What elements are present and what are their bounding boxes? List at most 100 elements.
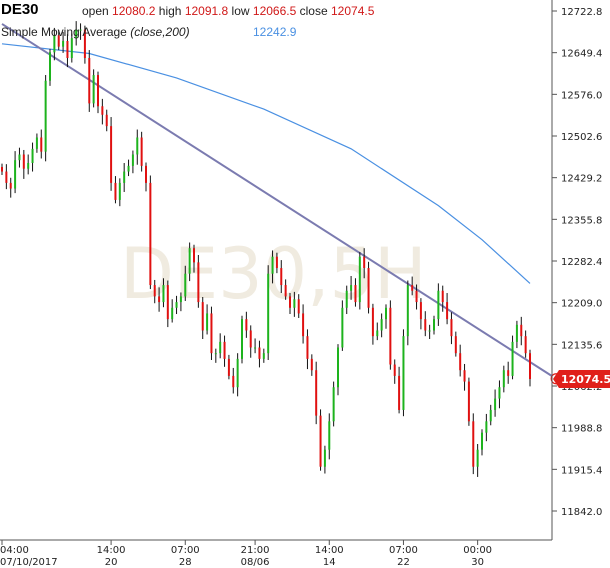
candle — [175, 295, 178, 315]
candle — [262, 348, 265, 363]
candle — [22, 149, 25, 179]
candle — [171, 299, 174, 323]
x-tick-time: 14:00 — [315, 545, 344, 556]
candle — [249, 325, 252, 358]
candle — [227, 354, 230, 380]
candle — [145, 162, 147, 192]
candle — [411, 276, 414, 296]
candle — [53, 27, 56, 61]
candle — [459, 344, 462, 377]
candle — [92, 69, 95, 108]
candle — [70, 33, 73, 63]
watermark: DE30,5H — [120, 233, 427, 315]
candle — [284, 279, 287, 300]
candle — [463, 363, 466, 391]
candle — [302, 304, 305, 344]
y-tick: 12649.4 — [552, 49, 602, 60]
candle — [446, 293, 449, 325]
candle — [524, 330, 527, 358]
y-tick-label: 12722.8 — [561, 7, 602, 18]
candle — [415, 284, 418, 310]
candle — [424, 311, 427, 337]
candle — [472, 413, 475, 475]
candle — [1, 163, 3, 175]
sma-readout: Simple Moving Average (close,200) — [1, 25, 190, 39]
open-value: 12080.2 — [112, 4, 156, 18]
candle — [214, 348, 217, 363]
y-tick-label: 12209.0 — [561, 299, 602, 310]
candle — [345, 285, 348, 315]
trend-line[interactable] — [1, 23, 557, 380]
candle — [197, 254, 200, 308]
candle — [44, 75, 47, 162]
candle — [223, 335, 226, 367]
candle — [511, 335, 514, 380]
y-tick: 12502.6 — [552, 132, 602, 143]
candle — [489, 404, 492, 426]
open-label: open — [82, 4, 109, 18]
close-label: close — [299, 4, 328, 18]
candle — [232, 367, 235, 394]
candle — [210, 306, 213, 361]
candle — [293, 291, 296, 317]
candle — [123, 163, 126, 192]
candle — [419, 298, 422, 330]
candle — [110, 117, 113, 191]
candle — [515, 320, 518, 349]
candle — [280, 260, 283, 294]
x-tick-time: 21:00 — [241, 545, 270, 556]
candle — [402, 329, 405, 417]
x-tick-date: 08/06 — [241, 557, 270, 568]
chart-header: DE30 — [1, 1, 39, 18]
x-tick-date: 14 — [323, 557, 336, 568]
candle — [393, 359, 396, 384]
candle — [433, 315, 435, 335]
candle — [236, 353, 239, 397]
candle — [507, 361, 510, 384]
high-value: 12091.8 — [184, 4, 229, 18]
y-tick: 11842.0 — [552, 507, 602, 518]
candle — [136, 129, 139, 165]
x-tick-date: 30 — [471, 557, 484, 568]
candle — [201, 296, 204, 339]
candle — [323, 445, 326, 474]
candle — [35, 133, 38, 153]
candle — [184, 265, 187, 301]
candle — [428, 324, 431, 339]
candle — [450, 312, 453, 345]
y-tick: 12282.4 — [552, 257, 602, 268]
y-tick: 12722.8 — [552, 7, 602, 18]
y-tick-label: 12429.2 — [561, 174, 602, 185]
candle — [376, 322, 379, 341]
candle — [406, 280, 409, 346]
candle — [66, 34, 69, 68]
candle — [179, 292, 182, 312]
y-tick-label: 11915.4 — [561, 465, 602, 476]
candle — [193, 244, 195, 273]
candle — [27, 154, 30, 175]
x-tick-time: 00:00 — [463, 545, 492, 556]
sma-params: (close,200) — [130, 25, 190, 39]
candle — [485, 413, 488, 442]
x-tick-time: 04:00 — [0, 545, 29, 556]
candle — [271, 250, 274, 284]
candle — [40, 129, 43, 159]
low-label: low — [231, 4, 250, 18]
candle — [31, 142, 34, 172]
candle — [153, 279, 156, 304]
candle — [166, 280, 169, 328]
candle — [437, 283, 440, 326]
candle — [14, 151, 17, 194]
low-value: 12066.5 — [252, 4, 297, 18]
candle — [529, 349, 531, 387]
sma-value: 12242.9 — [253, 25, 297, 39]
x-tick-time: 07:00 — [389, 545, 418, 556]
candle — [498, 380, 501, 409]
candle — [97, 71, 99, 114]
last-price-badge: 12074.5 — [553, 370, 610, 389]
candle — [57, 30, 60, 51]
x-tick-time: 14:00 — [97, 545, 126, 556]
